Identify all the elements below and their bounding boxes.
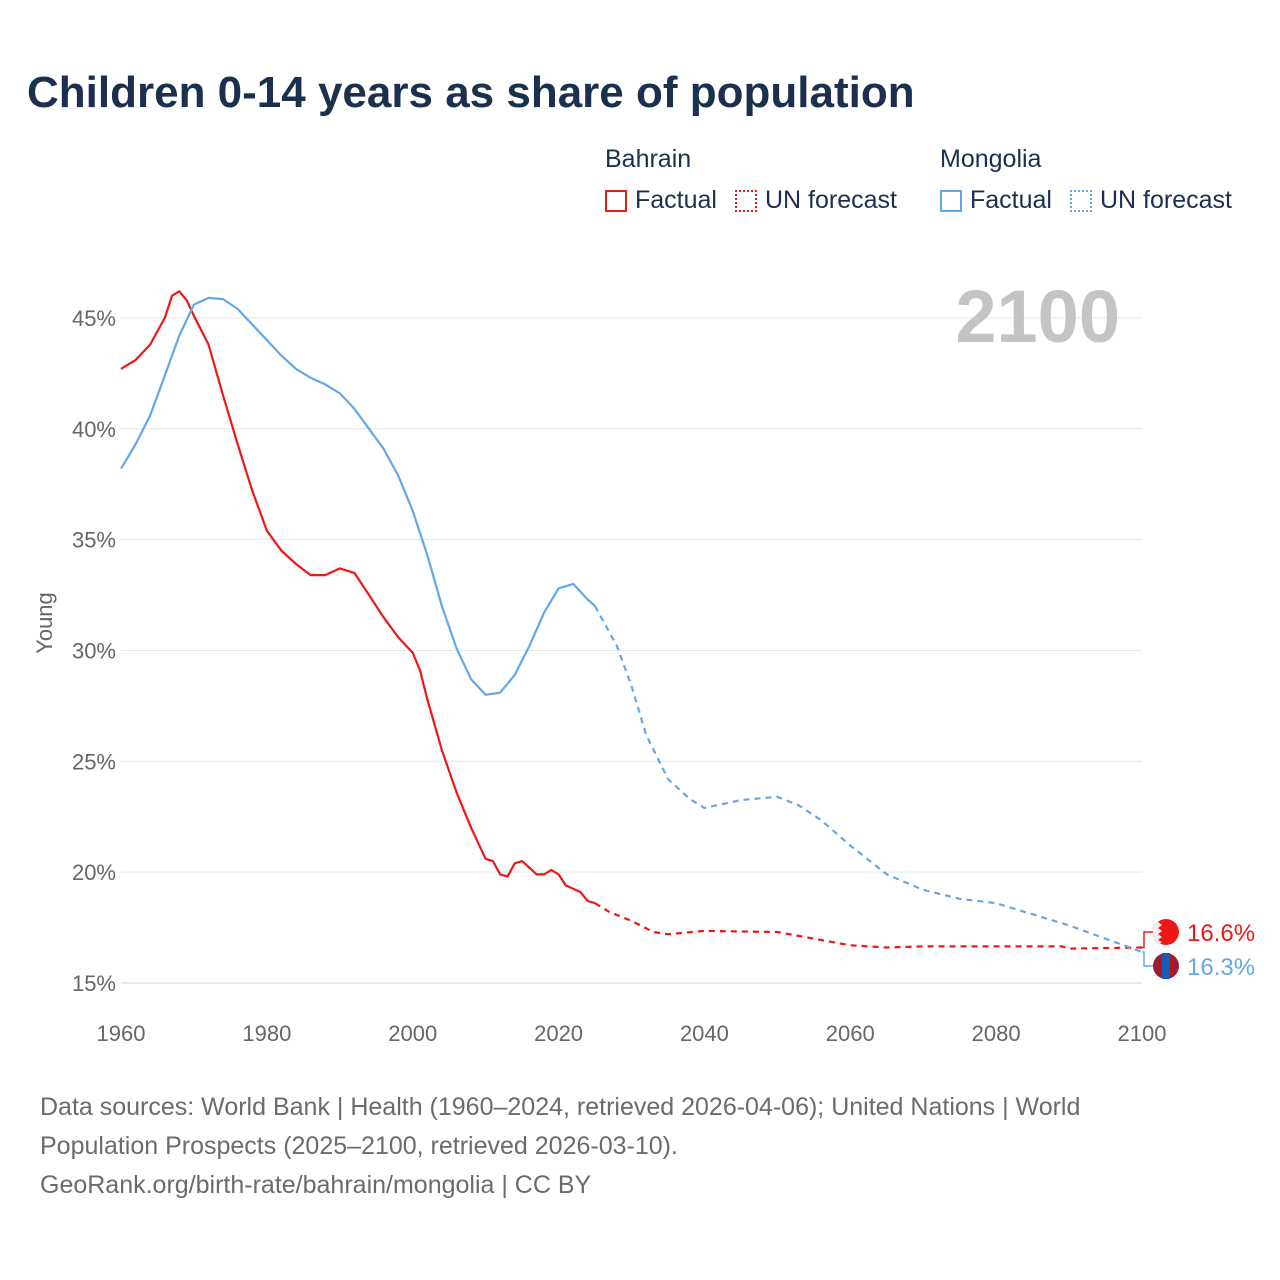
x-tick-label: 1960 [97,1021,146,1046]
legend-label: Factual [635,186,717,214]
connector-mongolia [1142,951,1154,967]
legend-swatch [1069,189,1092,212]
x-tick-label: 2080 [972,1021,1021,1046]
legend-swatch [605,189,627,212]
legend-label: UN forecast [1099,186,1232,214]
x-tick-label: 2040 [680,1021,729,1046]
footer-source-line: Population Prospects (2025–2100, retriev… [40,1132,678,1160]
legend-mongolia: Mongolia Factual UN forecast [940,145,1232,215]
legend-label: Factual [970,186,1052,214]
line-bahrain-factual [120,290,596,905]
x-tick-label: 2020 [534,1021,583,1046]
line-bahrain-forecast [594,902,1143,950]
x-tick-label: 1980 [242,1021,291,1046]
mongolia-flag-stripe [1162,953,1170,979]
x-tick-label: 2000 [388,1021,437,1046]
end-label-mongolia: 16.3% [1187,954,1255,981]
y-tick-label: 15% [72,971,116,996]
year-indicator: 2100 [955,275,1120,358]
y-tick-label: 25% [72,749,116,774]
legend-bahrain-forecast[interactable]: UN forecast [734,186,897,215]
y-tick-label: 30% [72,638,116,663]
x-tick-label: 2100 [1118,1021,1167,1046]
legend-mongolia-factual[interactable]: Factual [940,186,1052,215]
bahrain-flag-stripe [1153,922,1162,945]
line-mongolia-forecast [594,605,1143,954]
legend-bahrain: Bahrain Factual UN forecast [605,145,915,215]
y-tick-label: 20% [72,860,116,885]
end-label-bahrain: 16.6% [1187,920,1255,947]
legend-bahrain-factual[interactable]: Factual [605,186,717,215]
legend-swatch [734,189,757,212]
footer-link[interactable]: GeoRank.org/birth-rate/bahrain/mongolia … [40,1171,592,1199]
legend-mongolia-name: Mongolia [940,145,1042,173]
connector-bahrain [1142,931,1154,949]
y-tick-label: 40% [72,417,116,442]
footer-source-line: Data sources: World Bank | Health (1960–… [40,1093,1081,1121]
line-mongolia-factual [120,296,596,696]
legend-bahrain-name: Bahrain [605,145,692,173]
legend-label: UN forecast [764,186,897,214]
x-tick-label: 2060 [826,1021,875,1046]
y-tick-label: 35% [72,528,116,553]
chart-title: Children 0-14 years as share of populati… [27,68,915,117]
legend-mongolia-forecast[interactable]: UN forecast [1069,186,1232,215]
y-axis-label: Young [32,592,57,654]
legend-swatch [940,189,962,212]
footer: Data sources: World Bank | Health (1960–… [40,1088,1240,1205]
y-tick-label: 45% [72,306,116,331]
